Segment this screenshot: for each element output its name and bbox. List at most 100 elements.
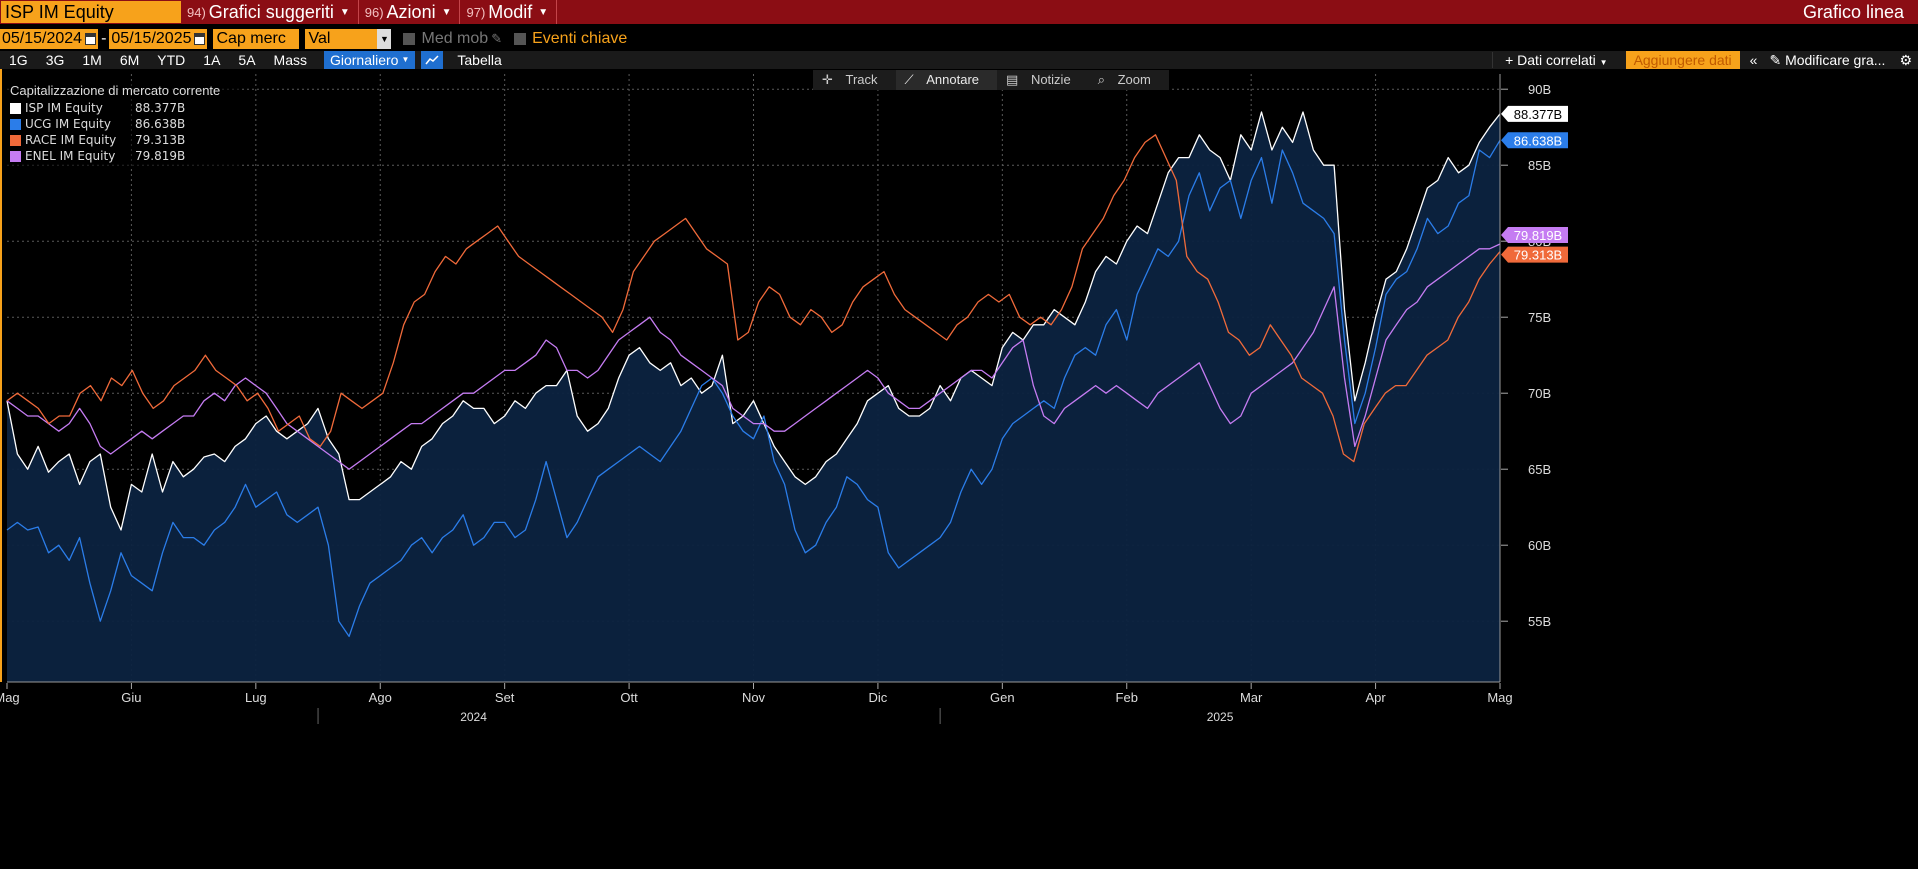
menu-modify[interactable]: 97) Modif ▼ <box>460 0 558 24</box>
legend-item-value: 88.377B <box>135 101 186 115</box>
calendar-icon[interactable] <box>85 33 97 45</box>
line-chart-icon[interactable] <box>421 51 444 69</box>
y-tick-label: 60B <box>1528 538 1551 553</box>
chart-legend: Capitalizzazione di mercato corrente ISP… <box>4 81 240 168</box>
menu-label: Modif <box>488 1 533 22</box>
x-tick-label: Apr <box>1365 690 1386 705</box>
period-1y[interactable]: 1A <box>203 52 221 68</box>
legend-item-value: 86.638B <box>135 117 186 131</box>
chevron-down-icon[interactable]: ▼ <box>377 29 392 49</box>
legend-title: Capitalizzazione di mercato corrente <box>10 83 221 98</box>
legend-item[interactable]: ISP IM Equity 88.377B <box>10 100 234 116</box>
annotate-tool[interactable]: ⟋ Annotare <box>895 70 998 90</box>
period-row: 1G 3G 1M 6M YTD 1A 5A Mass Giornaliero ▼… <box>0 51 1918 69</box>
menu-number: 96) <box>364 4 384 20</box>
start-date-value: 05/15/2024 <box>2 30 83 47</box>
x-tick-label: Mar <box>1240 690 1263 705</box>
x-tick-label: Mag <box>1487 690 1512 705</box>
period-1d[interactable]: 1G <box>9 52 28 68</box>
series-line-3 <box>6 243 1501 470</box>
legend-swatch <box>10 102 21 114</box>
y-tick-label: 75B <box>1528 310 1551 325</box>
x-tick-label: Set <box>495 690 515 705</box>
frequency-select[interactable]: Giornaliero ▼ <box>323 51 416 69</box>
series-line-0 <box>6 111 1501 531</box>
legend-swatch <box>10 134 21 146</box>
command-bar: ISP IM Equity 94) Grafici suggeriti ▼ 96… <box>0 0 1918 24</box>
collapse-icon[interactable]: « <box>1749 52 1758 68</box>
moving-average-label: Med mob <box>421 30 489 47</box>
x-tick-label: Nov <box>742 690 766 705</box>
tag-label: 88.377B <box>1514 107 1562 122</box>
add-data-input[interactable]: Aggiungere dati <box>1625 51 1740 69</box>
track-label: Track <box>845 72 878 87</box>
legend-item-name: ISP IM Equity <box>25 101 103 115</box>
ticker-input[interactable]: ISP IM Equity <box>1 1 181 23</box>
last-value-tag-3: 79.819B <box>1501 226 1568 243</box>
market-cap-chart[interactable]: 55B60B65B70B75B80B85B90B MagGiuLugAgoSet… <box>0 69 1918 869</box>
tag-label: 86.638B <box>1514 133 1562 148</box>
tag-background <box>1501 246 1568 263</box>
y-tick-label: 90B <box>1528 82 1551 97</box>
news-label: Notizie <box>1030 72 1071 87</box>
currency-select[interactable]: Val locale ▼ <box>305 29 392 67</box>
x-tick-label: Feb <box>1116 690 1138 705</box>
news-tool[interactable]: ▤ Notizie <box>997 70 1089 90</box>
calendar-icon[interactable] <box>194 33 206 45</box>
legend-item[interactable]: RACE IM Equity 79.313B <box>10 132 234 148</box>
right-toolbar: + Dati correlati ▼ Aggiungere dati « ✎ M… <box>1492 51 1918 69</box>
legend-item-value: 79.313B <box>135 133 186 147</box>
period-1m[interactable]: 1M <box>82 52 102 68</box>
end-date-field[interactable]: 05/15/2025 <box>109 29 208 49</box>
y-tick-label: 70B <box>1528 386 1551 401</box>
legend-item[interactable]: ENEL IM Equity 79.819B <box>10 148 234 164</box>
legend-item-name: UCG IM Equity <box>25 117 111 131</box>
end-date-value: 05/15/2025 <box>111 30 192 47</box>
annotate-label: Annotare <box>926 72 980 87</box>
tag-background <box>1501 132 1568 149</box>
menu-label: Azioni <box>386 1 436 22</box>
field-select[interactable]: Cap merc <box>213 29 300 49</box>
caret-down-icon: ▼ <box>401 55 410 64</box>
tag-label: 79.313B <box>1514 248 1562 263</box>
x-tick-label: Lug <box>245 690 267 705</box>
currency-value: Val locale <box>305 29 378 67</box>
menu-number: 94) <box>187 4 206 20</box>
zoom-tool[interactable]: ⌕ Zoom <box>1089 70 1169 90</box>
chart-type-label: Grafico linea <box>1802 2 1904 22</box>
menu-label: Grafici suggeriti <box>208 1 334 22</box>
caret-down-icon: ▼ <box>538 6 549 18</box>
track-tool[interactable]: ✛ Track <box>813 70 896 90</box>
legend-item-value: 79.819B <box>135 149 186 163</box>
start-date-field[interactable]: 05/15/2024 <box>0 29 99 49</box>
last-value-tags: 88.377B 86.638B 79.313B 79.819B <box>1501 105 1568 263</box>
last-value-tag-1: 86.638B <box>1501 132 1568 149</box>
left-edge-marker <box>0 69 2 682</box>
key-events-label: Eventi chiave <box>532 30 628 47</box>
x-tick-label: Gen <box>990 690 1015 705</box>
legend-item[interactable]: UCG IM Equity 86.638B <box>10 116 234 132</box>
period-6m[interactable]: 6M <box>119 52 140 68</box>
legend-swatch <box>10 150 21 162</box>
frequency-value: Giornaliero <box>329 52 399 68</box>
y-tick-label: 85B <box>1528 158 1551 173</box>
pencil-icon[interactable]: ✎ <box>491 31 503 46</box>
key-events-checkbox[interactable] <box>514 33 527 45</box>
menu-suggested-charts[interactable]: 94) Grafici suggeriti ▼ <box>181 0 359 24</box>
y-tick-label: 65B <box>1528 462 1551 477</box>
period-3d[interactable]: 3G <box>45 52 65 68</box>
controls-row: 05/15/2024 - 05/15/2025 Cap merc Val loc… <box>0 27 1918 67</box>
related-data-button[interactable]: + Dati correlati ▼ <box>1492 52 1619 68</box>
gear-icon[interactable]: ⚙ <box>1899 51 1912 68</box>
legend-item-name: RACE IM Equity <box>25 133 117 147</box>
moving-average-checkbox[interactable] <box>403 33 416 45</box>
series-line-2 <box>6 134 1501 463</box>
table-button[interactable]: Tabella <box>457 52 502 68</box>
chart-series-lines <box>6 111 1501 638</box>
period-ytd[interactable]: YTD <box>157 52 186 68</box>
legend-item-name: ENEL IM Equity <box>25 149 116 163</box>
period-max[interactable]: Mass <box>273 52 307 68</box>
menu-actions[interactable]: 96) Azioni ▼ <box>359 0 461 24</box>
modify-chart-button[interactable]: ✎ Modificare gra... <box>1761 52 1893 69</box>
period-5y[interactable]: 5A <box>238 52 256 68</box>
